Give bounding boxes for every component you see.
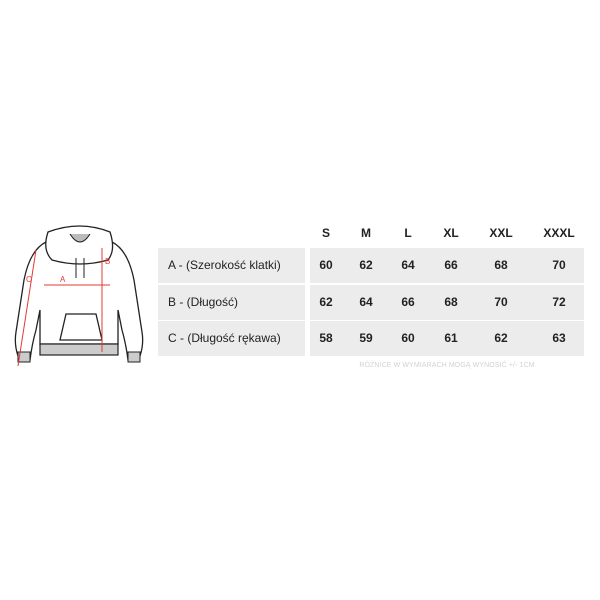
cell: 72 — [552, 295, 566, 309]
table-row: 58 59 60 61 62 63 — [310, 321, 584, 356]
kangaroo-pocket — [59, 313, 103, 341]
cell: 60 — [319, 258, 333, 272]
table-row: 60 62 64 66 68 70 — [310, 248, 584, 283]
cell: 62 — [319, 295, 333, 309]
measure-a-label: A — [60, 275, 66, 284]
cell: 64 — [359, 295, 373, 309]
cell: 66 — [401, 295, 415, 309]
size-header-l: L — [404, 226, 412, 240]
row-label-sleeve-length: C - (Długość rękawa) — [158, 321, 305, 356]
size-header-xxxl: XXXL — [543, 226, 575, 240]
cell: 62 — [494, 331, 508, 345]
cell: 68 — [494, 258, 508, 272]
hood — [45, 225, 114, 265]
row-label-length: B - (Długość) — [158, 285, 305, 320]
cell: 68 — [444, 295, 458, 309]
size-header-s: S — [321, 226, 330, 240]
cell: 59 — [359, 331, 373, 345]
cell: 62 — [359, 258, 373, 272]
tolerance-note: RÓŻNICE W WYMIARACH MOGĄ WYNOSIĆ +/- 1CM — [359, 362, 535, 369]
measure-c-line — [17, 249, 37, 367]
cell: 61 — [444, 331, 458, 345]
size-header-xl: XL — [443, 226, 459, 240]
row-label-chest-width: A - (Szerokość klatki) — [158, 248, 305, 283]
cell: 60 — [401, 331, 415, 345]
cell: 58 — [319, 331, 333, 345]
table-row: 62 64 66 68 70 72 — [310, 285, 584, 320]
cell: 70 — [552, 258, 566, 272]
cell: 66 — [444, 258, 458, 272]
hoodie-diagram: A B C — [14, 225, 144, 367]
size-header-m: M — [361, 226, 371, 240]
measure-b-label: B — [105, 257, 110, 266]
size-header-xxl: XXL — [489, 226, 513, 240]
cell: 70 — [494, 295, 508, 309]
cell: 64 — [401, 258, 415, 272]
cell: 63 — [552, 331, 566, 345]
measure-c-label: C — [26, 275, 32, 284]
